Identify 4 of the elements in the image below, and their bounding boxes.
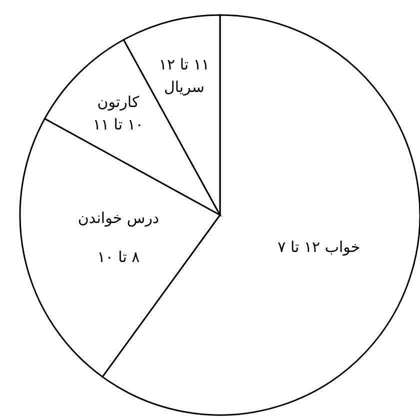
category-label: درس خواندن ۸ تا ۱۰	[78, 209, 160, 266]
slice-label: خواب ۱۲ تا ۷	[278, 238, 360, 256]
slice-label: ۱۱ تا ۱۲ سریال	[158, 55, 210, 96]
slice-label: کارتون ۱۰ تا ۱۱	[92, 92, 144, 134]
